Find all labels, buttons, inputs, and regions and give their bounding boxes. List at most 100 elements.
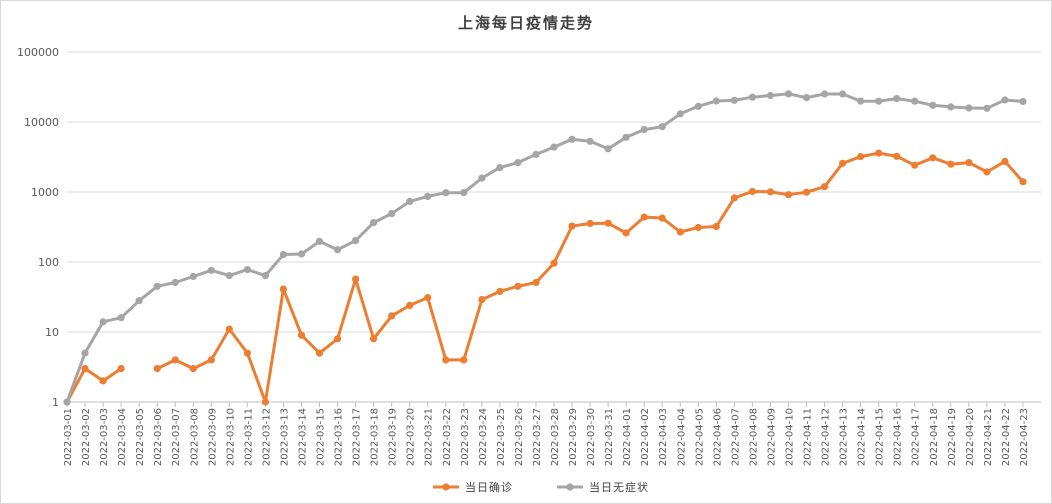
x-tick-label: 2022-04-21 bbox=[983, 408, 994, 466]
x-tick-label: 2022-03-14 bbox=[297, 408, 308, 466]
x-tick-label: 2022-03-16 bbox=[334, 408, 345, 466]
data-point bbox=[604, 219, 612, 227]
data-point bbox=[730, 194, 739, 202]
data-point bbox=[496, 287, 504, 295]
data-point bbox=[875, 149, 883, 157]
x-tick-label: 2022-04-04 bbox=[676, 408, 687, 466]
x-tick-label: 2022-04-13 bbox=[839, 408, 850, 466]
x-tick-label: 2022-03-26 bbox=[514, 408, 525, 466]
data-point bbox=[839, 159, 847, 167]
data-point bbox=[604, 145, 612, 153]
x-tick-label: 2022-03-02 bbox=[81, 408, 92, 466]
data-point bbox=[911, 161, 919, 169]
data-point bbox=[784, 191, 793, 199]
data-point bbox=[622, 133, 630, 141]
data-point bbox=[352, 275, 360, 283]
data-point bbox=[568, 135, 576, 143]
legend: 当日确诊 当日无症状 bbox=[433, 480, 649, 494]
data-point bbox=[712, 222, 720, 231]
data-point bbox=[1019, 178, 1027, 186]
data-point bbox=[81, 349, 89, 357]
data-point bbox=[1019, 97, 1027, 106]
data-point bbox=[406, 301, 414, 309]
data-point bbox=[279, 285, 287, 293]
x-tick-label: 2022-04-03 bbox=[658, 408, 669, 466]
data-point bbox=[297, 250, 306, 258]
data-point bbox=[207, 266, 215, 274]
legend-swatch-marker bbox=[442, 483, 450, 491]
y-tick-label: 100000 bbox=[17, 46, 59, 59]
data-point bbox=[839, 90, 847, 98]
data-point bbox=[63, 398, 71, 406]
data-point bbox=[135, 297, 143, 305]
data-point bbox=[586, 219, 594, 228]
data-point bbox=[388, 312, 396, 320]
data-point bbox=[225, 272, 233, 280]
data-point bbox=[929, 101, 937, 109]
data-point bbox=[261, 398, 269, 406]
data-point bbox=[406, 197, 414, 205]
data-point bbox=[893, 152, 901, 160]
data-point bbox=[821, 90, 829, 98]
data-point bbox=[243, 266, 251, 274]
data-point bbox=[424, 192, 432, 200]
x-tick-label: 2022-04-08 bbox=[748, 408, 759, 466]
data-point bbox=[857, 153, 865, 161]
data-point bbox=[243, 349, 251, 357]
data-point bbox=[929, 154, 937, 162]
x-tick-label: 2022-04-15 bbox=[875, 408, 886, 466]
x-tick-label: 2022-03-01 bbox=[63, 408, 74, 466]
data-point bbox=[117, 314, 125, 322]
data-point bbox=[171, 356, 179, 364]
x-tick-label: 2022-03-29 bbox=[568, 408, 579, 466]
data-point bbox=[911, 97, 919, 105]
x-tick-label: 2022-04-01 bbox=[622, 408, 633, 466]
data-point bbox=[875, 97, 883, 105]
x-tick-label: 2022-03-17 bbox=[352, 408, 363, 466]
x-tick-label: 2022-04-02 bbox=[640, 408, 651, 466]
x-tick-label: 2022-03-10 bbox=[225, 408, 236, 466]
x-tick-label: 2022-03-15 bbox=[316, 408, 327, 466]
data-point bbox=[568, 222, 576, 230]
data-point bbox=[622, 229, 630, 237]
data-point bbox=[802, 188, 811, 196]
y-tick-label: 100 bbox=[38, 256, 59, 269]
legend-label: 当日无症状 bbox=[589, 480, 649, 494]
data-point bbox=[352, 237, 360, 245]
data-point bbox=[947, 103, 955, 111]
data-point bbox=[153, 282, 161, 290]
series-line bbox=[65, 367, 122, 403]
x-tick-label: 2022-03-21 bbox=[424, 408, 435, 466]
data-point bbox=[81, 365, 89, 373]
data-point bbox=[496, 164, 504, 172]
y-tick-label: 1 bbox=[52, 396, 59, 409]
data-point bbox=[640, 213, 648, 221]
data-point bbox=[189, 272, 197, 281]
x-tick-label: 2022-04-06 bbox=[712, 408, 723, 466]
data-point bbox=[965, 159, 973, 167]
x-tick-label: 2022-03-27 bbox=[532, 408, 543, 466]
x-tick-label: 2022-03-12 bbox=[261, 408, 272, 466]
data-point bbox=[676, 228, 684, 236]
series-2 bbox=[63, 90, 1027, 406]
y-tick-label: 10 bbox=[45, 326, 59, 339]
x-tick-label: 2022-04-22 bbox=[1001, 408, 1012, 466]
x-tick-label: 2022-03-05 bbox=[135, 408, 146, 466]
data-point bbox=[947, 160, 955, 168]
x-tick-label: 2022-04-07 bbox=[730, 408, 741, 466]
data-point bbox=[261, 272, 269, 280]
data-point bbox=[821, 183, 829, 191]
y-axis-ticks: 1 10 100 1000 10000 100000 bbox=[17, 46, 59, 409]
y-tick-label: 10000 bbox=[24, 116, 59, 129]
data-point bbox=[225, 325, 233, 333]
data-point bbox=[189, 365, 197, 373]
data-point bbox=[983, 104, 991, 112]
legend-label: 当日确诊 bbox=[465, 480, 513, 494]
data-point bbox=[297, 331, 306, 339]
x-tick-label: 2022-03-22 bbox=[442, 408, 453, 466]
x-tick-label: 2022-03-24 bbox=[478, 408, 489, 466]
x-tick-label: 2022-03-19 bbox=[388, 408, 399, 466]
x-tick-label: 2022-03-13 bbox=[279, 408, 290, 466]
grid-lines bbox=[67, 51, 1041, 403]
